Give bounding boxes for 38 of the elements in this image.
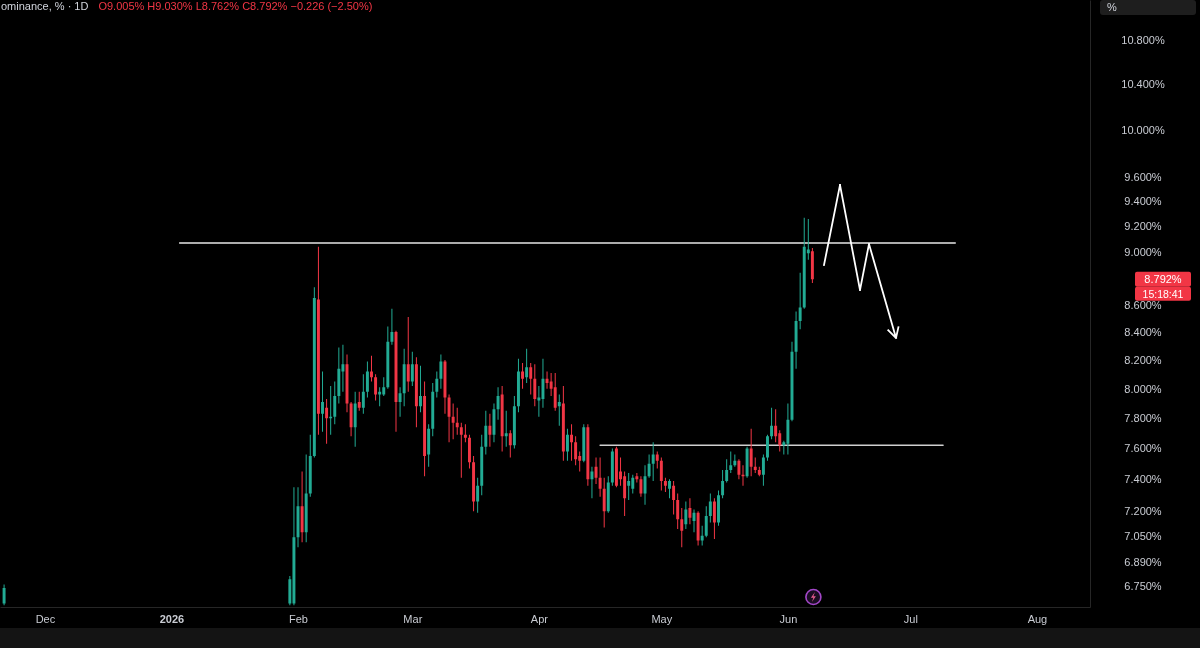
- y-tick-label: 9.600%: [1124, 171, 1162, 184]
- x-tick-label: Dec: [35, 612, 56, 625]
- y-tick-label: 8.400%: [1124, 326, 1162, 339]
- text: %: [1107, 1, 1117, 13]
- chart-subtitle: O9.005% H9.030% L8.762% C8.792% −0.226 (−2.50%): [98, 0, 373, 12]
- x-tick-label: Jun: [779, 612, 798, 625]
- y-tick-label: 6.750%: [1124, 580, 1162, 593]
- y-tick-label: 7.400%: [1124, 473, 1162, 486]
- y-tick-label: 9.000%: [1124, 245, 1162, 258]
- y-tick-label: 8.000%: [1124, 382, 1162, 395]
- text: 8.792%: [1144, 273, 1182, 286]
- y-tick-label: 10.800%: [1121, 34, 1165, 47]
- y-tick-label: 10.000%: [1121, 123, 1165, 136]
- y-tick-label: 7.050%: [1124, 529, 1162, 542]
- chart-title: ominance, % · 1D: [1, 0, 89, 12]
- y-tick-label: 9.200%: [1124, 220, 1162, 233]
- y-tick-label: 6.890%: [1124, 556, 1162, 569]
- x-tick-label: Jul: [903, 612, 918, 625]
- y-tick-label: 9.400%: [1124, 195, 1162, 208]
- candlestick: [459, 422, 463, 478]
- x-tick-label: Aug: [1027, 612, 1048, 625]
- candlestick: [451, 403, 455, 440]
- candlestick: [627, 473, 631, 500]
- x-tick-label: 2026: [159, 612, 185, 625]
- y-tick-label: 8.200%: [1124, 354, 1162, 367]
- x-tick-label: Mar: [403, 612, 423, 625]
- y-tick-label: 7.200%: [1124, 505, 1162, 518]
- x-tick-label: Feb: [289, 612, 308, 625]
- text: 15:18:41: [1142, 287, 1184, 300]
- candlestick: [729, 451, 733, 474]
- candlestick: [329, 385, 333, 435]
- y-tick-label: 8.600%: [1124, 298, 1162, 311]
- x-tick-label: Apr: [530, 612, 549, 625]
- x-tick-label: May: [651, 612, 673, 625]
- candlestick: [504, 410, 508, 447]
- y-tick-label: 10.400%: [1121, 78, 1165, 91]
- y-tick-label: 7.600%: [1124, 442, 1162, 455]
- y-tick-label: 7.800%: [1124, 412, 1162, 425]
